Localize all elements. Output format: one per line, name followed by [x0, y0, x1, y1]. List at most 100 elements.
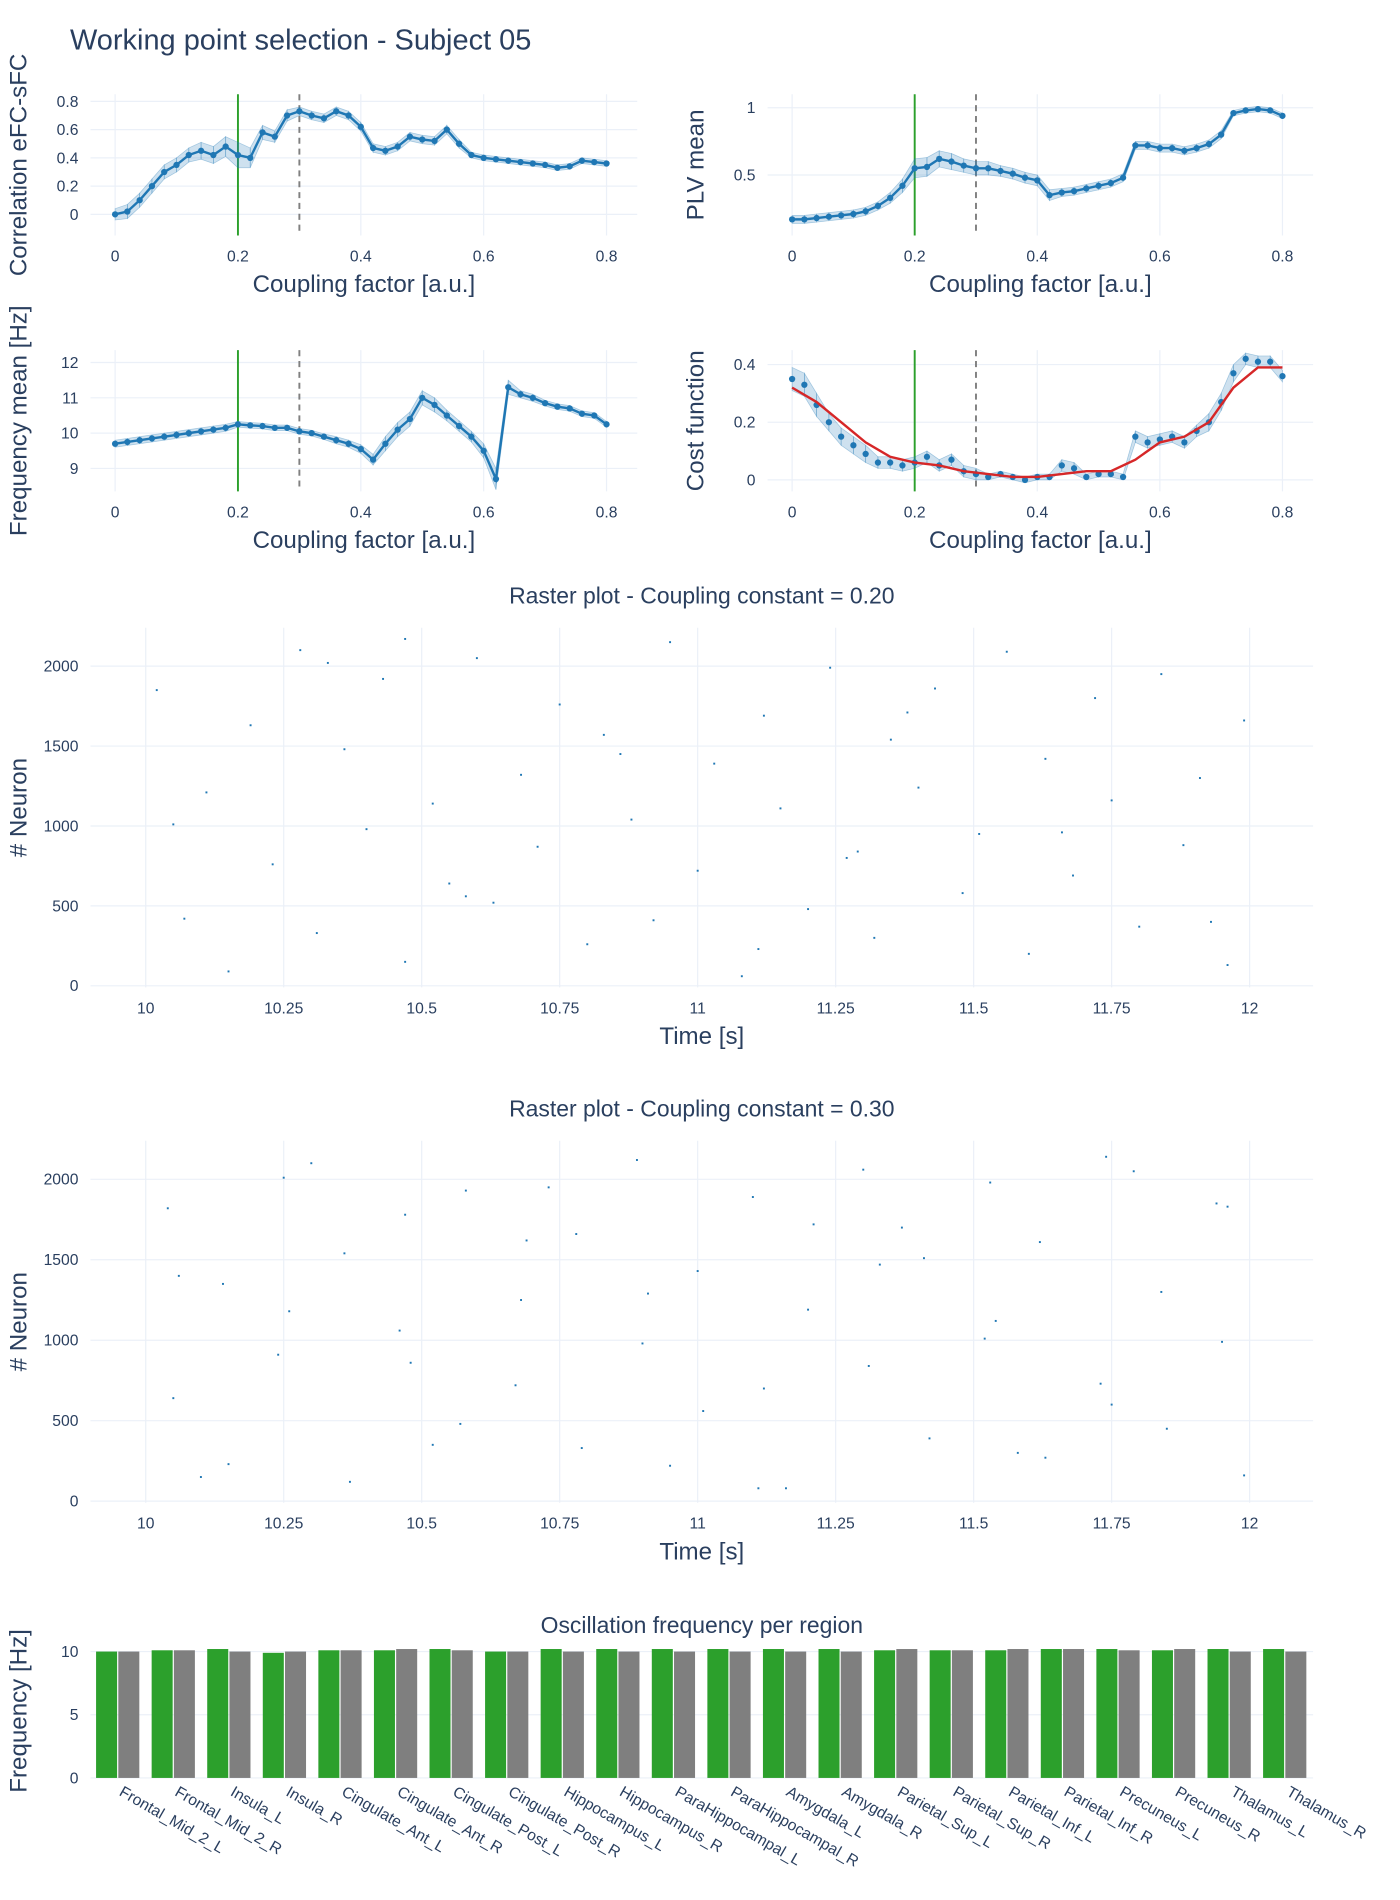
- spike: [475, 657, 478, 660]
- x-tick-label: 11.5: [959, 1516, 989, 1533]
- bar: [485, 1651, 507, 1778]
- spike: [1027, 952, 1030, 955]
- x-tick-label: 0.4: [1026, 248, 1048, 265]
- x-tick-label: Insula_R: [283, 1784, 345, 1830]
- marker: [1181, 439, 1188, 446]
- bar: [507, 1651, 529, 1778]
- x-tick-label: Cingulate_Ant_L: [339, 1784, 448, 1857]
- bar: [118, 1651, 140, 1778]
- spike: [669, 1464, 672, 1467]
- x-tick-label: 10: [137, 1516, 155, 1533]
- marker: [1132, 142, 1139, 149]
- marker: [369, 144, 377, 152]
- bar: [1285, 1651, 1307, 1778]
- x-axis-title: Time [s]: [659, 1023, 744, 1050]
- spike: [641, 1342, 644, 1345]
- marker: [283, 112, 291, 119]
- marker: [111, 211, 119, 218]
- marker: [1034, 177, 1041, 184]
- x-tick-label: 0: [111, 504, 120, 521]
- bar: [596, 1649, 618, 1778]
- marker: [406, 133, 414, 140]
- bar: [451, 1650, 473, 1778]
- y-tick-label: 0.4: [734, 357, 756, 374]
- y-tick-label: 0: [70, 978, 79, 995]
- spike: [928, 1437, 931, 1440]
- marker: [899, 182, 906, 189]
- marker: [850, 210, 857, 218]
- spike: [1165, 1427, 1168, 1430]
- spike: [652, 919, 655, 922]
- x-tick-label: 0: [111, 248, 120, 265]
- spike: [431, 1443, 434, 1446]
- y-tick-label: 0: [70, 1770, 79, 1787]
- marker: [431, 401, 438, 409]
- error-band: [914, 450, 928, 469]
- bar: [173, 1650, 195, 1778]
- spike: [873, 936, 876, 939]
- spike: [199, 1476, 202, 1478]
- marker: [825, 419, 833, 426]
- spike: [299, 649, 302, 652]
- marker: [1058, 462, 1065, 469]
- marker: [1181, 147, 1188, 154]
- spike: [1160, 1290, 1163, 1293]
- subplot: 0 500 1000 1500 2000 10 10.25 10.5 10.75 11 11.25 1…: [6, 583, 1314, 1050]
- spike: [867, 1365, 870, 1367]
- bar: [340, 1650, 362, 1778]
- spike: [404, 960, 407, 963]
- marker: [603, 421, 610, 428]
- spike: [365, 828, 368, 831]
- error-band: [816, 392, 830, 432]
- marker: [801, 216, 808, 223]
- marker: [541, 399, 549, 407]
- x-tick-label: 0.8: [596, 504, 618, 521]
- bar: [540, 1649, 562, 1778]
- x-axis-title: Coupling factor [a.u.]: [253, 271, 476, 298]
- marker: [948, 456, 955, 463]
- marker: [333, 437, 340, 444]
- x-tick-label: 0.6: [1149, 504, 1171, 521]
- bar: [1063, 1649, 1085, 1778]
- x-tick-label: 10.25: [264, 1000, 304, 1017]
- y-axis-title: Correlation eFC-sFC: [6, 54, 33, 277]
- marker: [554, 403, 561, 410]
- marker: [1144, 439, 1151, 446]
- x-tick-label: 0.6: [1149, 248, 1171, 265]
- marker: [382, 440, 389, 447]
- y-tick-label: 0.2: [57, 179, 79, 196]
- spike: [1060, 831, 1063, 834]
- subplot-title: Raster plot - Coupling constant = 0.30: [509, 1096, 894, 1122]
- spike: [404, 1213, 407, 1216]
- subplot-title: Oscillation frequency per region: [541, 1612, 863, 1638]
- marker: [529, 394, 536, 401]
- bar: [951, 1650, 973, 1778]
- x-tick-label: 0.8: [596, 248, 618, 265]
- spike: [702, 1410, 705, 1412]
- y-tick-label: 1: [747, 100, 756, 117]
- spike: [751, 1196, 754, 1198]
- spike: [900, 1226, 903, 1229]
- bar: [1118, 1650, 1140, 1778]
- x-tick-label: 11: [690, 1516, 706, 1533]
- spike: [917, 786, 920, 789]
- marker: [603, 160, 610, 167]
- x-tick-label: Parietal_Sup_L: [894, 1784, 996, 1852]
- spike: [348, 1480, 351, 1483]
- spike: [1110, 799, 1113, 802]
- spike: [994, 1319, 997, 1322]
- spike: [1215, 1202, 1218, 1205]
- spike: [696, 1270, 699, 1272]
- spike: [155, 689, 158, 692]
- marker: [419, 394, 426, 401]
- marker: [271, 424, 278, 431]
- spike: [431, 802, 434, 805]
- x-tick-label: 11.25: [817, 1516, 855, 1533]
- y-tick-label: 0: [747, 472, 756, 489]
- bar: [651, 1649, 673, 1778]
- spike: [448, 882, 451, 885]
- spike: [1005, 650, 1008, 653]
- y-tick-label: 2000: [44, 1172, 79, 1189]
- marker: [296, 428, 303, 435]
- marker: [1144, 142, 1151, 149]
